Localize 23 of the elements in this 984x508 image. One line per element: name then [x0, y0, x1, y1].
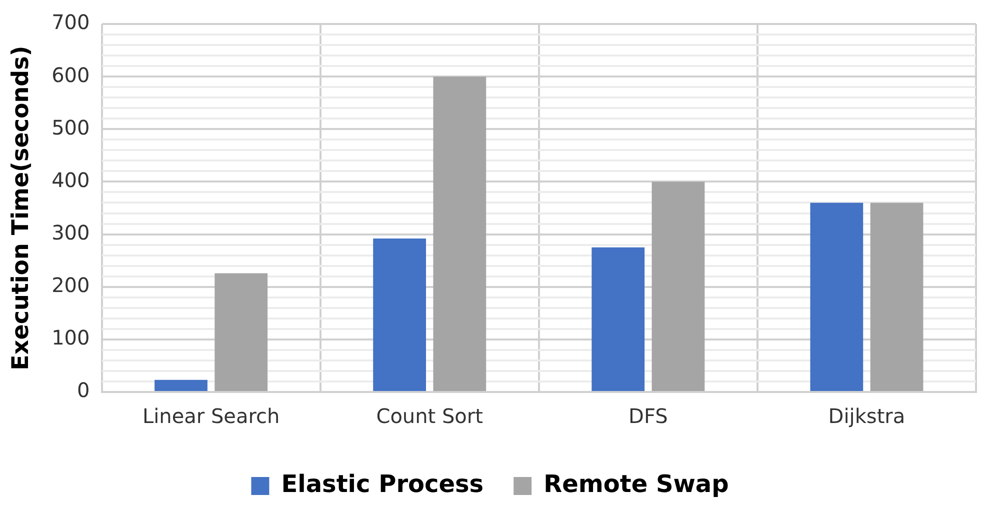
- legend-label: Elastic Process: [281, 470, 484, 498]
- bar: [373, 238, 426, 391]
- y-axis-title: Execution Time(seconds): [8, 46, 34, 370]
- legend-label: Remote Swap: [544, 470, 729, 498]
- bar: [652, 182, 705, 391]
- y-tick-label: 200: [52, 273, 90, 298]
- y-tick-label: 600: [52, 62, 90, 87]
- bar: [810, 202, 864, 391]
- x-tick-label: Dijkstra: [828, 404, 906, 428]
- y-tick-label: 700: [52, 10, 90, 34]
- y-tick-label: 100: [52, 326, 90, 350]
- bar: [592, 247, 645, 391]
- bar: [154, 380, 208, 391]
- bar: [214, 273, 268, 391]
- y-tick-label: 0: [77, 378, 90, 402]
- bar: [433, 76, 486, 391]
- y-tick-label: 500: [52, 115, 90, 140]
- x-tick-label: Count Sort: [376, 404, 484, 428]
- x-tick-label: DFS: [628, 404, 668, 428]
- bar: [870, 202, 924, 391]
- y-tick-label: 400: [52, 168, 90, 192]
- x-tick-label: Linear Search: [142, 404, 280, 428]
- y-tick-label: 300: [52, 220, 90, 244]
